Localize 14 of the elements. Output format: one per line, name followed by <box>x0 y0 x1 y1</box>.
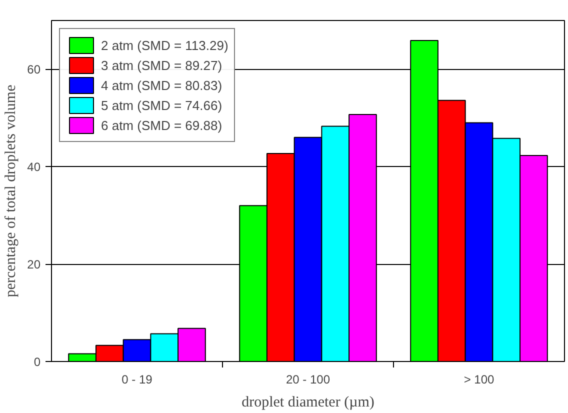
legend-label: 4 atm (SMD = 80.83) <box>101 78 222 92</box>
legend-label: 5 atm (SMD = 74.66) <box>101 98 222 112</box>
y-tick-label: 40 <box>27 160 41 174</box>
x-tick-label: 0 - 19 <box>122 372 153 386</box>
legend-label: 3 atm (SMD = 89.27) <box>101 58 222 72</box>
legend-label: 2 atm (SMD = 113.29) <box>101 38 228 52</box>
x-axis-title: droplet diameter (µm) <box>242 394 374 410</box>
legend-label: 6 atm (SMD = 69.88) <box>101 118 222 132</box>
y-axis-title: percentage of total droplets volume <box>3 84 20 298</box>
x-tick-label: > 100 <box>464 372 495 386</box>
x-tick-label: 20 - 100 <box>286 372 330 386</box>
y-tick-label: 20 <box>27 258 41 272</box>
y-tick-label: 60 <box>27 62 41 77</box>
y-tick-label: 0 <box>34 355 41 369</box>
